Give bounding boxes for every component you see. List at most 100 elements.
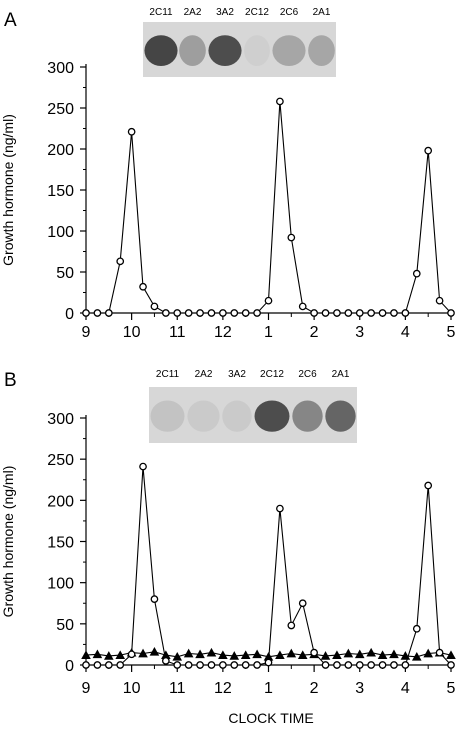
x-tick-label: 11: [169, 324, 186, 341]
data-point-triangle: [161, 650, 171, 659]
data-point-triangle: [81, 650, 91, 659]
x-tick-label: 4: [401, 680, 410, 697]
panel-label-a: A: [4, 10, 17, 31]
blot-band: [150, 400, 185, 432]
data-point-circle: [378, 309, 387, 317]
data-point-triangle: [138, 648, 148, 658]
data-point-circle: [321, 661, 330, 669]
x-tick-label: 1: [264, 324, 273, 341]
data-point-circle: [355, 661, 364, 669]
data-point-circle: [219, 661, 227, 669]
data-point-triangle: [149, 647, 160, 656]
data-point-circle: [241, 661, 250, 669]
data-point-circle: [230, 661, 239, 669]
data-point-triangle: [252, 649, 262, 659]
y-tick-label: 250: [47, 101, 74, 118]
data-point-circle: [184, 309, 193, 317]
y-tick-label: 300: [47, 60, 74, 77]
data-point-circle: [150, 302, 159, 311]
x-tick-label: 9: [82, 324, 91, 341]
data-point-circle: [276, 504, 284, 513]
blot-band: [272, 35, 306, 66]
y-tick-label: 150: [47, 183, 74, 200]
data-point-triangle: [343, 648, 354, 658]
x-axis-title: CLOCK TIME: [228, 710, 313, 726]
blot-label: 2C12: [260, 369, 284, 380]
x-tick-label: 12: [214, 680, 232, 697]
y-axis-title: Growth hormone (ng/ml): [0, 114, 16, 266]
data-point-triangle: [229, 651, 240, 660]
data-point-triangle: [195, 649, 205, 659]
data-point-circle: [276, 97, 284, 106]
blot-label: 2A2: [184, 7, 202, 18]
data-point-circle: [447, 661, 455, 669]
y-tick-label: 150: [47, 535, 74, 552]
y-tick-label: 50: [56, 265, 74, 282]
data-point-circle: [196, 309, 204, 317]
data-point-triangle: [297, 650, 308, 659]
data-point-circle: [287, 621, 296, 630]
data-point-circle: [161, 309, 170, 317]
y-tick-label: 300: [47, 411, 74, 428]
data-point-triangle: [275, 650, 285, 659]
data-point-circle: [355, 309, 364, 317]
data-point-triangle: [218, 650, 228, 659]
y-tick-label: 100: [47, 224, 74, 241]
blot-band: [222, 400, 252, 432]
data-point-circle: [344, 309, 353, 317]
data-point-circle: [253, 309, 261, 317]
panel-a: A 2C11 2A2 3A2 2C12 2C6 2A1 0 50 100 150 200 250 300…: [0, 7, 456, 341]
panel-b: B 2C11 2A2 3A2 2C12 2C6 2A1 0 50 100 150 200 250 300…: [0, 369, 456, 697]
data-point-triangle: [206, 647, 217, 657]
data-point-circle: [82, 661, 90, 669]
blot-band: [292, 400, 323, 432]
data-point-circle: [207, 309, 216, 317]
data-point-circle: [104, 309, 113, 317]
blot-band: [187, 400, 220, 432]
blot-label: 2C11: [149, 7, 173, 18]
data-point-circle: [333, 661, 341, 669]
data-point-triangle: [332, 650, 342, 659]
blot-label: 3A2: [228, 369, 246, 380]
blot-label: 2A1: [313, 7, 331, 18]
x-tick-label: 3: [355, 680, 364, 697]
x-tick-label: 5: [447, 680, 456, 697]
blot-band: [325, 400, 356, 432]
data-point-circle: [230, 309, 239, 317]
blot-label: 2C12: [245, 7, 269, 18]
data-point-triangle: [115, 650, 126, 659]
data-point-circle: [173, 309, 182, 317]
data-point-circle: [298, 302, 307, 311]
data-point-circle: [412, 269, 421, 278]
data-point-circle: [310, 309, 318, 317]
data-point-circle: [401, 661, 410, 669]
data-point-circle: [173, 661, 182, 669]
y-tick-label: 50: [56, 617, 74, 634]
data-point-circle: [367, 661, 376, 669]
data-point-circle: [424, 146, 433, 155]
y-tick-label: 200: [47, 493, 74, 510]
data-point-circle: [93, 661, 102, 669]
data-point-circle: [447, 309, 455, 317]
data-point-circle: [150, 595, 159, 603]
data-point-triangle: [377, 650, 388, 659]
data-point-circle: [104, 661, 113, 669]
x-tick-label: 1: [264, 680, 273, 697]
x-tick-label: 3: [355, 324, 364, 341]
data-point-circle: [412, 624, 421, 633]
blot-band: [208, 35, 242, 66]
blot-label: 2C6: [280, 7, 299, 18]
x-tick-label: 2: [310, 680, 319, 697]
data-point-circle: [241, 309, 250, 317]
data-point-triangle: [240, 650, 251, 659]
data-point-circle: [344, 661, 353, 669]
data-point-circle: [93, 309, 102, 317]
data-point-triangle: [423, 648, 433, 658]
data-point-circle: [127, 127, 136, 136]
data-point-circle: [116, 257, 125, 266]
x-tick-label: 9: [82, 680, 91, 697]
data-point-triangle: [172, 651, 183, 661]
data-point-circle: [264, 296, 273, 305]
data-point-circle: [264, 658, 273, 667]
